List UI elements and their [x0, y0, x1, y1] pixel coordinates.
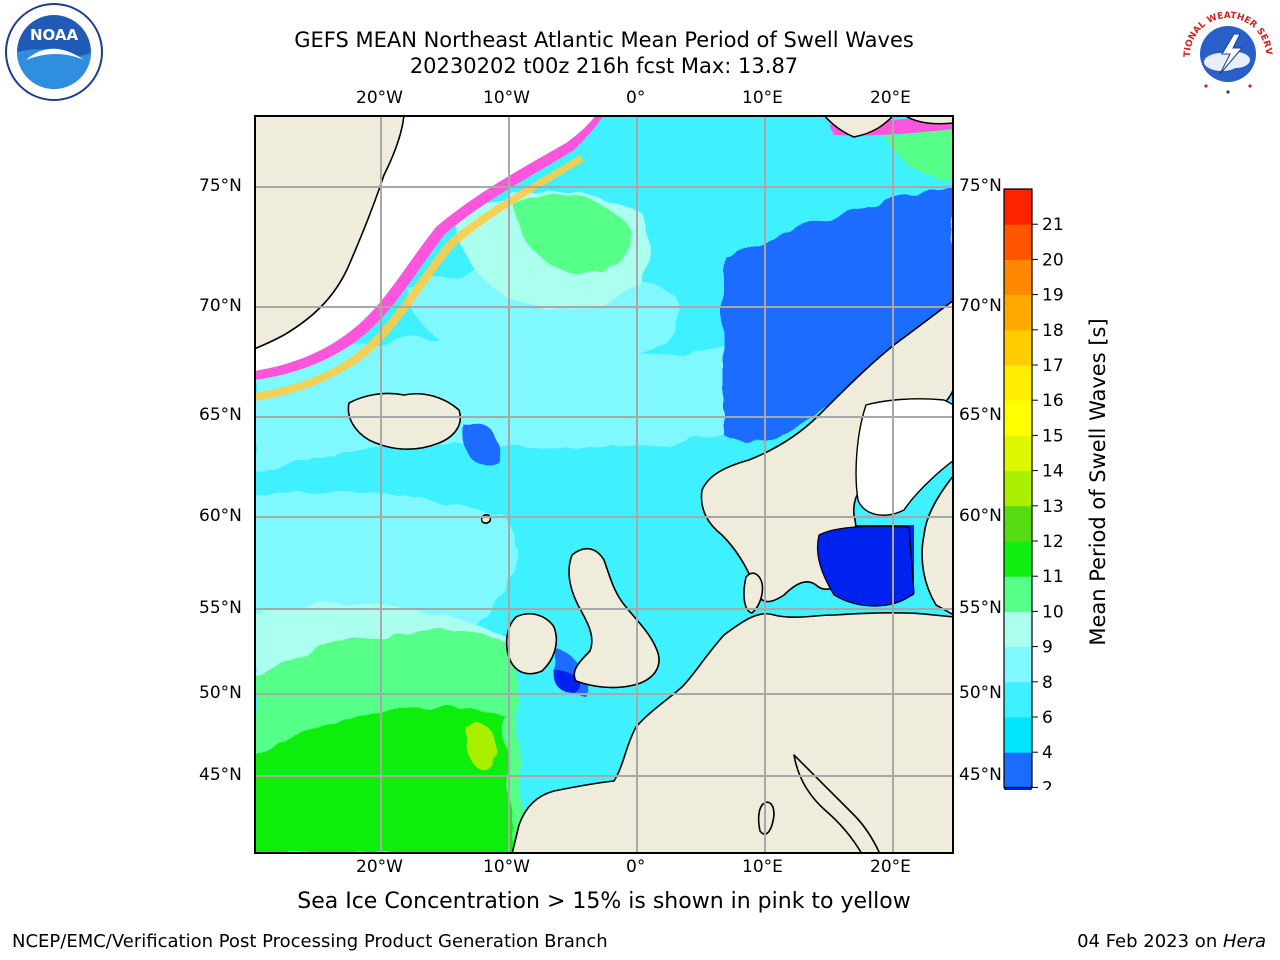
colorbar-tick-label: 16: [1042, 391, 1064, 411]
lat-label-left-45n: 45°N: [199, 765, 242, 785]
lon-label-bottom-20w: 20°W: [356, 857, 403, 877]
colorbar-band: [1004, 365, 1032, 401]
lon-label-bottom-0: 0°: [626, 857, 646, 877]
lon-label-bottom-10e: 10°E: [742, 857, 783, 877]
lon-label-top-20w: 20°W: [356, 88, 403, 108]
map-subtitle: 20230202 t00z 216h fcst Max: 13.87: [409, 54, 799, 78]
colorbar-band: [1004, 646, 1032, 683]
colorbar-tick-label: 9: [1042, 638, 1053, 658]
lon-label-bottom-10w: 10°W: [483, 857, 530, 877]
colorbar-tick-label: 18: [1042, 321, 1064, 341]
sea-ice-note: Sea Ice Concentration > 15% is shown in …: [297, 889, 911, 914]
colorbar-tick-label: 8: [1042, 673, 1053, 693]
colorbar-band: [1004, 505, 1032, 542]
lat-label-left-60n: 60°N: [199, 506, 242, 526]
colorbar: 2 4 6 8 9 10 11 12 13 14 15 16 17 18 19 20 21: [1003, 188, 1064, 790]
colorbar-band: [1004, 329, 1032, 366]
colorbar-band: [1004, 189, 1032, 225]
colorbar-tick-label: 20: [1042, 250, 1064, 270]
swell-period-map: [254, 115, 954, 854]
lat-label-right-65n: 65°N: [959, 405, 1002, 425]
lat-label-left-70n: 70°N: [199, 296, 242, 316]
lat-label-left-55n: 55°N: [199, 598, 242, 618]
colorbar-band: [1004, 224, 1032, 260]
lat-label-right-45n: 45°N: [959, 765, 1002, 785]
lat-label-right-70n: 70°N: [959, 296, 1002, 316]
colorbar-tick-label: 14: [1042, 462, 1064, 482]
map-title: GEFS MEAN Northeast Atlantic Mean Period…: [294, 28, 914, 52]
colorbar-band: [1004, 541, 1032, 577]
footer-date-text: 04 Feb 2023 on: [1077, 931, 1223, 952]
colorbar-band: [1004, 576, 1032, 612]
footer-credit: NCEP/EMC/Verification Post Processing Pr…: [12, 931, 608, 952]
lat-label-right-60n: 60°N: [959, 506, 1002, 526]
lon-label-top-0: 0°: [626, 88, 646, 108]
lat-label-right-55n: 55°N: [959, 598, 1002, 618]
colorbar-label: Mean Period of Swell Waves [s]: [1086, 318, 1110, 646]
colorbar-frame: [1003, 188, 1033, 788]
colorbar-band: [1004, 294, 1032, 331]
lat-label-left-75n: 75°N: [199, 176, 242, 196]
colorbar-tick-label: 12: [1042, 532, 1064, 552]
lon-label-top-10e: 10°E: [742, 88, 783, 108]
colorbar-band: [1004, 752, 1032, 788]
colorbar-tick-label: 6: [1042, 708, 1053, 728]
colorbar-band: [1004, 681, 1032, 718]
colorbar-band: [1004, 717, 1032, 753]
colorbar-tick-label: 15: [1042, 426, 1064, 446]
colorbar-band: [1004, 470, 1032, 507]
colorbar-tick-label: 11: [1042, 567, 1064, 587]
colorbar-tick-label: 21: [1042, 215, 1064, 235]
colorbar-band: [1004, 259, 1032, 296]
graticule: [254, 115, 954, 854]
colorbar-tick-label: 13: [1042, 497, 1064, 517]
colorbar-tick-label: 10: [1042, 602, 1064, 622]
map-frame: [254, 115, 954, 854]
noaa-logo-icon: NOAA: [5, 3, 103, 101]
colorbar-under-arrow: [1003, 786, 1033, 790]
nws-logo-icon: NATIONAL WEATHER SERVICE: [1178, 0, 1274, 98]
colorbar-tick-label: 19: [1042, 286, 1064, 306]
lat-label-right-75n: 75°N: [959, 176, 1002, 196]
colorbar-tick-label: 2: [1042, 778, 1053, 790]
colorbar-tick-label: 4: [1042, 743, 1053, 763]
colorbar-band: [1004, 435, 1032, 472]
colorbar-band: [1004, 400, 1032, 436]
lon-label-top-10w: 10°W: [483, 88, 530, 108]
lat-label-left-50n: 50°N: [199, 683, 242, 703]
lat-label-left-65n: 65°N: [199, 405, 242, 425]
footer-date: 04 Feb 2023 on Hera: [1077, 931, 1266, 952]
lat-label-right-50n: 50°N: [959, 683, 1002, 703]
footer-machine: Hera: [1222, 931, 1266, 952]
lon-label-top-20e: 20°E: [870, 88, 911, 108]
lon-label-bottom-20e: 20°E: [870, 857, 911, 877]
colorbar-band: [1004, 611, 1032, 648]
colorbar-tick-label: 17: [1042, 356, 1064, 376]
noaa-logo-text: NOAA: [30, 26, 79, 44]
